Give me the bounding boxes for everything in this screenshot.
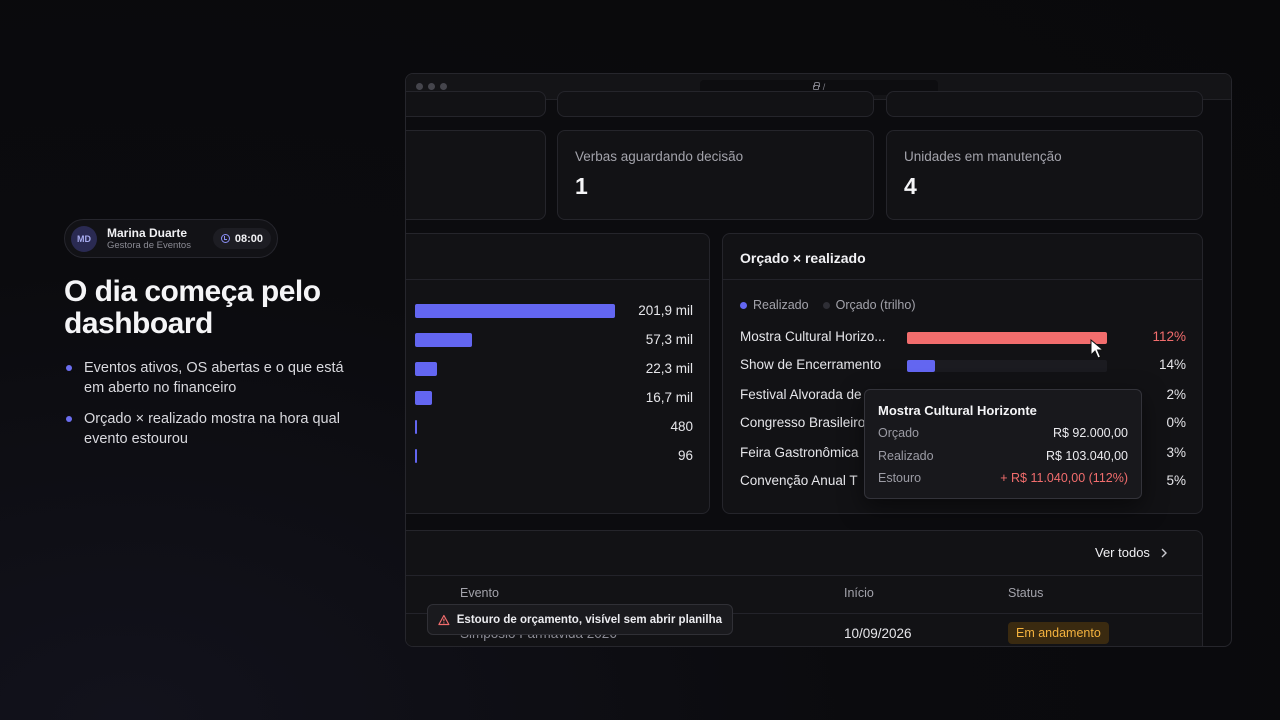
ranking-bar — [415, 362, 438, 376]
user-chip: MD Marina Duarte Gestora de Eventos 08:0… — [64, 219, 278, 258]
stat-card-top — [557, 91, 874, 117]
time-label: 08:00 — [234, 232, 263, 245]
tooltip-row: Estouro + R$ 11.040,00 (112%) — [878, 471, 1128, 487]
tooltip-row: Realizado R$ 103.040,00 — [878, 449, 1128, 465]
legend-label: Orçado (trilho) — [835, 298, 916, 312]
mouse-cursor-icon — [1090, 339, 1104, 359]
legend-item-realizado[interactable]: Realizado — [740, 298, 809, 312]
view-all-label: Ver todos — [1095, 545, 1150, 560]
stat-label: Verbas aguardando decisão — [575, 149, 744, 164]
budget-fill — [907, 360, 935, 372]
budget-track — [907, 360, 1107, 372]
lock-icon — [812, 82, 820, 90]
ranking-bar-value: 16,7 mil — [645, 390, 693, 405]
feature-bullets: Eventos ativos, OS abertas e o que está … — [64, 358, 354, 460]
column-header-inicio[interactable]: Início — [844, 586, 874, 600]
budget-percent: 14% — [1158, 357, 1186, 372]
time-pill: 08:00 — [212, 228, 271, 249]
budget-percent: 112% — [1152, 329, 1186, 344]
window-close-dot[interactable] — [416, 83, 423, 90]
legend-item-orcado[interactable]: Orçado (trilho) — [822, 298, 916, 312]
budget-tooltip: Mostra Cultural Horizonte Orçado R$ 92.0… — [864, 389, 1142, 499]
stat-value: 4 — [904, 173, 917, 199]
column-header-evento[interactable]: Evento — [460, 586, 499, 600]
tooltip-row: Orçado R$ 92.000,00 — [878, 426, 1128, 442]
chart-legend: Realizado Orçado (trilho) — [740, 298, 915, 312]
stat-value: 1 — [575, 173, 588, 199]
browser-window: / 0 Verbas aguardando decisão 1 Unidades… — [405, 73, 1232, 647]
budget-percent: 2% — [1166, 387, 1186, 402]
legend-dot-icon — [740, 301, 747, 309]
budget-percent: 5% — [1166, 473, 1186, 488]
feature-bullet: Eventos ativos, OS abertas e o que está … — [64, 358, 354, 398]
url-text: / — [822, 82, 826, 92]
window-minimize-dot[interactable] — [428, 83, 435, 90]
ranking-bar — [415, 304, 615, 318]
tooltip-label: Orçado — [878, 426, 919, 440]
feature-bullet: Orçado × realizado mostra na hora qual e… — [64, 409, 354, 449]
stat-card[interactable]: 0 — [406, 130, 546, 220]
hero-title: O dia começa pelo dashboard — [64, 275, 321, 340]
budget-row[interactable]: Show de Encerramento 14% — [740, 357, 1186, 375]
chevron-right-icon — [1161, 548, 1167, 557]
avatar: MD — [71, 225, 97, 252]
ranking-bar — [415, 420, 417, 434]
budget-overrun-toast: Estouro de orçamento, visível sem abrir … — [427, 604, 733, 635]
user-role: Gestora de Eventos — [107, 239, 191, 251]
tooltip-label: Realizado — [878, 449, 934, 463]
view-all-link[interactable]: Ver todos — [1095, 545, 1168, 560]
legend-label: Realizado — [753, 298, 809, 312]
ranking-bar-value: 22,3 mil — [645, 361, 693, 376]
stat-card-manutencao[interactable]: Unidades em manutenção 4 — [886, 130, 1203, 220]
toast-message: Estouro de orçamento, visível sem abrir … — [456, 613, 722, 626]
ranking-bar — [415, 333, 472, 347]
panel-title: Orçado × realizado — [740, 250, 866, 266]
ranking-bar-value: 57,3 mil — [645, 332, 693, 347]
legend-dot-icon — [822, 301, 830, 309]
tooltip-value: R$ 92.000,00 — [1052, 426, 1128, 440]
user-name: Marina Duarte — [107, 225, 188, 240]
budget-track — [907, 332, 1107, 344]
ranking-bar-value: 480 — [670, 419, 693, 434]
event-start-cell: 10/09/2026 — [844, 626, 912, 641]
stat-label: Unidades em manutenção — [904, 149, 1062, 164]
tooltip-label: Estouro — [878, 471, 922, 485]
ranking-bar — [415, 391, 432, 405]
tooltip-value: + R$ 11.040,00 (112%) — [1000, 471, 1128, 485]
ranking-bar — [415, 449, 417, 463]
ranking-bar-value: 96 — [677, 448, 693, 463]
budget-percent: 0% — [1166, 415, 1186, 430]
budget-event-name: Show de Encerramento — [740, 357, 882, 372]
status-badge: Em andamento — [1008, 622, 1109, 644]
warning-icon — [438, 614, 450, 625]
tooltip-value: R$ 103.040,00 — [1045, 449, 1128, 463]
budget-row[interactable]: Mostra Cultural Horizo... 112% — [740, 329, 1186, 347]
stat-card-verbas[interactable]: Verbas aguardando decisão 1 — [557, 130, 874, 220]
window-maximize-dot[interactable] — [440, 83, 447, 90]
dashboard-content: 0 Verbas aguardando decisão 1 Unidades e… — [406, 91, 1231, 646]
budget-event-name: Mostra Cultural Horizo... — [740, 329, 886, 344]
stat-card-top — [406, 91, 546, 117]
ranking-bar-value: 201,9 mil — [638, 303, 693, 318]
column-header-status[interactable]: Status — [1008, 586, 1044, 600]
budget-fill — [907, 332, 1107, 344]
stat-card-top — [886, 91, 1203, 117]
tooltip-title: Mostra Cultural Horizonte — [878, 403, 1037, 418]
clock-icon — [220, 234, 230, 243]
budget-percent: 3% — [1166, 445, 1186, 460]
